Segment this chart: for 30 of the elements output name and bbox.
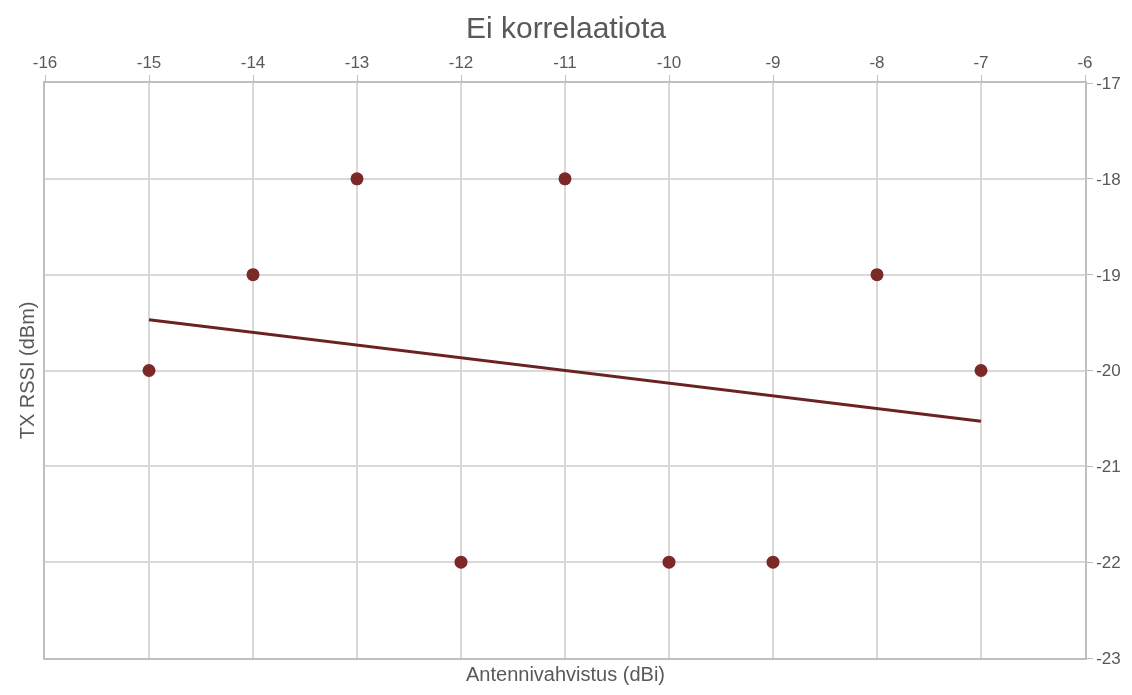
x-tick-label: -12 xyxy=(448,53,474,73)
y-tick-label: -23 xyxy=(1096,648,1121,668)
point xyxy=(246,268,260,282)
x-tick-label: -7 xyxy=(973,53,989,73)
y-tick-label: -18 xyxy=(1096,169,1121,189)
point xyxy=(870,268,884,282)
x-tick-label: -11 xyxy=(553,53,577,73)
x-tick-label: -10 xyxy=(656,53,682,73)
x-tick-label: -15 xyxy=(136,53,162,73)
point xyxy=(662,555,676,569)
y-tick-label: -22 xyxy=(1096,553,1121,573)
point xyxy=(454,555,468,569)
x-tick-label: -13 xyxy=(344,53,370,73)
x-axis-title: Antennivahvistus (dBi) xyxy=(466,663,665,685)
point xyxy=(558,172,572,186)
point xyxy=(350,172,364,186)
y-tick-label: -20 xyxy=(1096,361,1121,381)
x-tick-label: -14 xyxy=(240,53,266,73)
chart-title: Ei korrelaatiota xyxy=(465,11,667,45)
y-tick-label: -17 xyxy=(1096,73,1121,93)
point xyxy=(142,364,156,377)
x-tick-label: -8 xyxy=(869,53,885,73)
y-tick-label: -21 xyxy=(1096,457,1121,477)
x-tick-label: -9 xyxy=(765,53,781,73)
point xyxy=(974,364,988,377)
point xyxy=(766,555,780,569)
y-axis-title: TX RSSI (dBm) xyxy=(16,301,39,440)
y-tick-label: -19 xyxy=(1096,265,1121,285)
x-tick-label: -6 xyxy=(1077,53,1093,73)
x-tick-label: -16 xyxy=(32,53,58,73)
